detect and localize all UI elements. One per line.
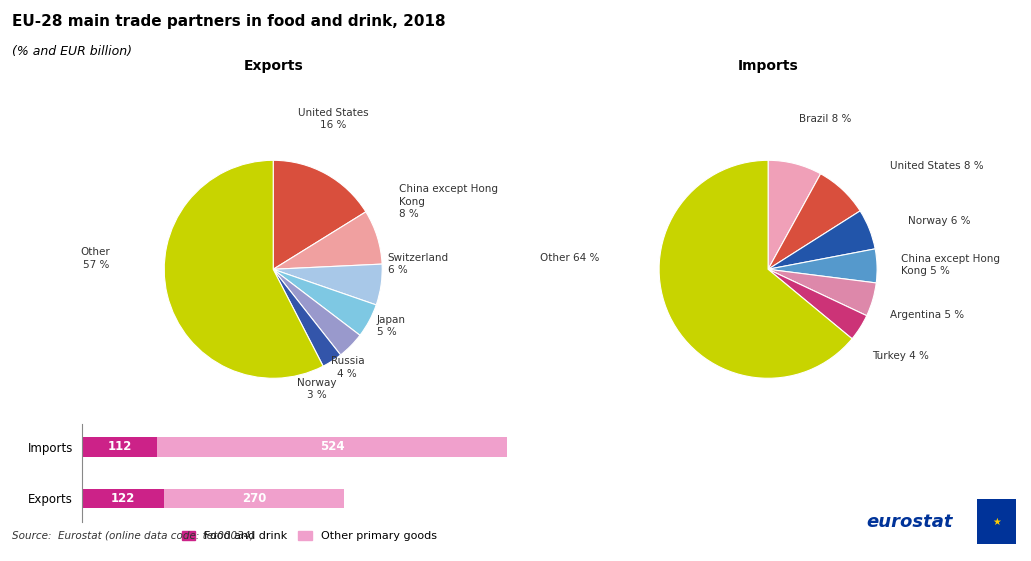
Text: Norway 6 %: Norway 6 % — [907, 217, 970, 226]
Bar — [164, 489, 344, 508]
Text: China except Hong
Kong
8 %: China except Hong Kong 8 % — [399, 185, 498, 219]
Wedge shape — [273, 269, 340, 366]
Wedge shape — [273, 160, 366, 269]
Text: ★: ★ — [993, 517, 1001, 527]
Title: Imports: Imports — [738, 59, 798, 73]
Text: Argentina 5 %: Argentina 5 % — [890, 310, 964, 320]
Text: Russia
4 %: Russia 4 % — [331, 356, 364, 379]
Wedge shape — [768, 160, 821, 269]
Text: Turkey 4 %: Turkey 4 % — [871, 352, 929, 361]
Text: 122: 122 — [111, 492, 135, 505]
Text: China except Hong
Kong 5 %: China except Hong Kong 5 % — [901, 254, 1000, 276]
Text: United States
16 %: United States 16 % — [298, 108, 368, 130]
Text: Other 64 %: Other 64 % — [540, 254, 599, 263]
Bar — [157, 437, 507, 457]
Wedge shape — [273, 269, 360, 355]
Text: Norway
3 %: Norway 3 % — [297, 378, 336, 401]
Wedge shape — [273, 264, 383, 305]
Text: 270: 270 — [241, 492, 266, 505]
Title: Exports: Exports — [243, 59, 303, 73]
Wedge shape — [768, 269, 876, 316]
Text: 112: 112 — [107, 440, 132, 453]
Wedge shape — [659, 160, 852, 378]
Text: 524: 524 — [320, 440, 344, 453]
Wedge shape — [768, 269, 867, 339]
Legend: Food and drink, Other primary goods: Food and drink, Other primary goods — [177, 526, 441, 545]
Wedge shape — [164, 160, 323, 378]
Wedge shape — [273, 269, 376, 335]
Text: United States 8 %: United States 8 % — [890, 161, 984, 171]
Wedge shape — [768, 249, 877, 283]
Text: Other
57 %: Other 57 % — [80, 247, 109, 270]
Text: Switzerland
6 %: Switzerland 6 % — [388, 252, 448, 275]
Text: (% and EUR billion): (% and EUR billion) — [12, 45, 132, 58]
Bar — [82, 437, 157, 457]
Text: Source:  Eurostat (online data code: tet00034): Source: Eurostat (online data code: tet0… — [12, 531, 255, 541]
Text: Japan
5 %: Japan 5 % — [376, 315, 406, 337]
Text: EU-28 main trade partners in food and drink, 2018: EU-28 main trade partners in food and dr… — [12, 14, 446, 29]
Wedge shape — [273, 212, 383, 269]
FancyBboxPatch shape — [977, 499, 1016, 544]
Text: Brazil 8 %: Brazil 8 % — [799, 114, 851, 124]
Wedge shape — [768, 174, 860, 269]
Text: eurostat: eurostat — [866, 513, 953, 531]
Wedge shape — [768, 211, 875, 269]
Bar — [82, 489, 164, 508]
